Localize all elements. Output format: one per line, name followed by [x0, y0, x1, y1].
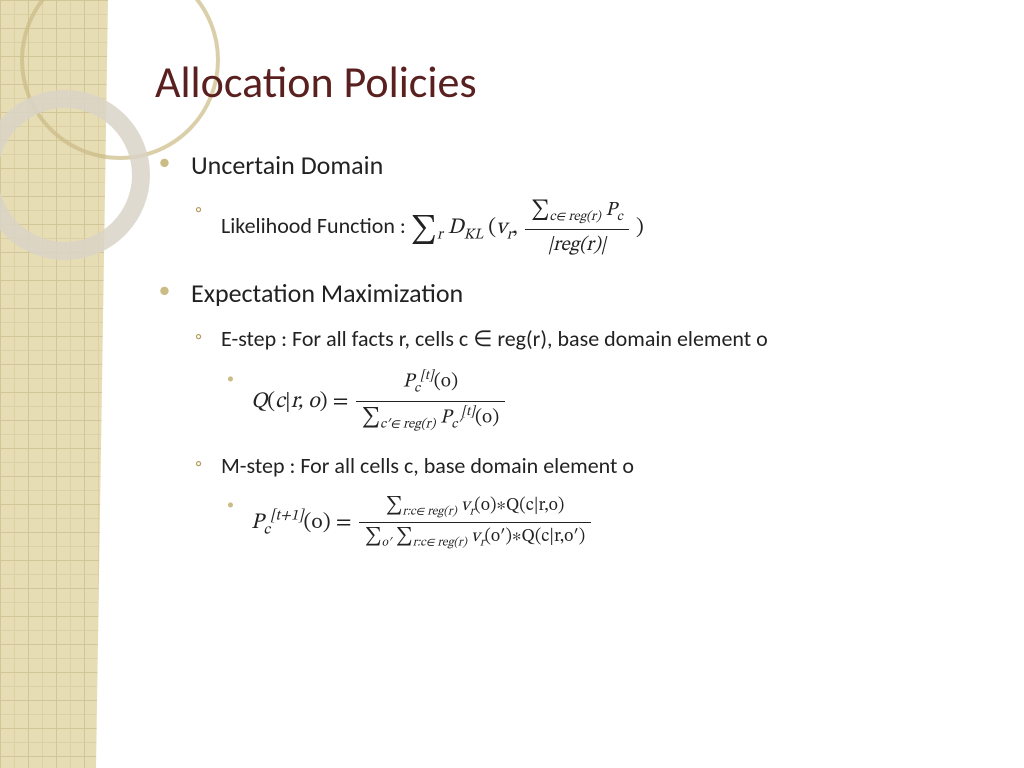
- bullet-list: Uncertain Domain Likelihood Function : ∑…: [155, 149, 975, 551]
- bullet-label: Uncertain Domain: [191, 149, 383, 181]
- func-D: D: [448, 217, 464, 239]
- sum-sub: r: [437, 227, 443, 242]
- mstep-formula: Pc[t+1](o) = ∑r:c∈ reg(r) vr(o)∗Q(c|r,o)…: [251, 512, 593, 534]
- lhs: Q(c|r, o) =: [251, 391, 348, 413]
- sub-label: M-step : For all cells c, base domain el…: [221, 452, 634, 479]
- num-P-sub: c: [414, 383, 420, 396]
- sub-label: Likelihood Function :: [221, 212, 411, 239]
- sub-likelihood: Likelihood Function : ∑r DKL (vr, ∑c∈ re…: [191, 197, 975, 259]
- num-sum-sub: r:c∈ reg(r): [402, 506, 456, 518]
- den-v: v: [471, 528, 480, 546]
- arg-v: v: [496, 217, 507, 239]
- num-P-sub: c: [617, 211, 623, 224]
- den-sum2-sub: r:c∈ reg(r): [413, 537, 467, 549]
- sub-estep: E-step : For all facts r, cells c ∈ reg(…: [191, 324, 975, 434]
- num-sum-sub: c∈ reg(r): [550, 211, 601, 224]
- estep-formula-row: Q(c|r, o) = Pc[t](o) ∑c′∈ reg(r) Pc′[t](…: [221, 368, 975, 434]
- bullet-uncertain-domain: Uncertain Domain Likelihood Function : ∑…: [155, 149, 975, 259]
- likelihood-formula: ∑r DKL (vr, ∑c∈ reg(r) Pc |reg(r)| ): [411, 217, 644, 239]
- den-P-sup: [t]: [461, 406, 475, 419]
- num-arg: (o): [434, 372, 458, 392]
- den-rest: (o′)∗Q(c|r,o′): [484, 528, 585, 546]
- estep-formula: Q(c|r, o) = Pc[t](o) ∑c′∈ reg(r) Pc′[t](…: [251, 391, 507, 413]
- lhs-P-sub: c: [264, 522, 271, 537]
- den-P-sub: c′: [451, 418, 461, 431]
- den-regr: |reg(r)|: [525, 230, 629, 259]
- slide-title: Allocation Policies: [155, 55, 975, 109]
- func-sub: KL: [464, 227, 483, 242]
- bullet-em: Expectation Maximization E-step : For al…: [155, 277, 975, 552]
- slide-content: Allocation Policies Uncertain Domain Lik…: [155, 55, 975, 569]
- sub-label: E-step : For all facts r, cells c ∈ reg(…: [221, 325, 768, 352]
- mstep-formula-row: Pc[t+1](o) = ∑r:c∈ reg(r) vr(o)∗Q(c|r,o)…: [221, 494, 975, 551]
- sub-mstep: M-step : For all cells c, base domain el…: [191, 451, 975, 552]
- den-sum-sub: c′∈ reg(r): [380, 418, 435, 431]
- lhs-arg: (o) =: [304, 512, 352, 534]
- bullet-label: Expectation Maximization: [191, 277, 463, 309]
- num-P-sup: [t]: [420, 370, 434, 383]
- num-P: P: [605, 200, 616, 220]
- num-rest: (o)∗Q(c|r,o): [474, 497, 564, 515]
- den-sum1-sub: o′: [382, 537, 392, 549]
- num-v: v: [461, 497, 470, 515]
- lhs-P-sup: [t+1]: [270, 509, 303, 524]
- den-arg: (o): [475, 407, 499, 427]
- side-decoration: [0, 0, 110, 768]
